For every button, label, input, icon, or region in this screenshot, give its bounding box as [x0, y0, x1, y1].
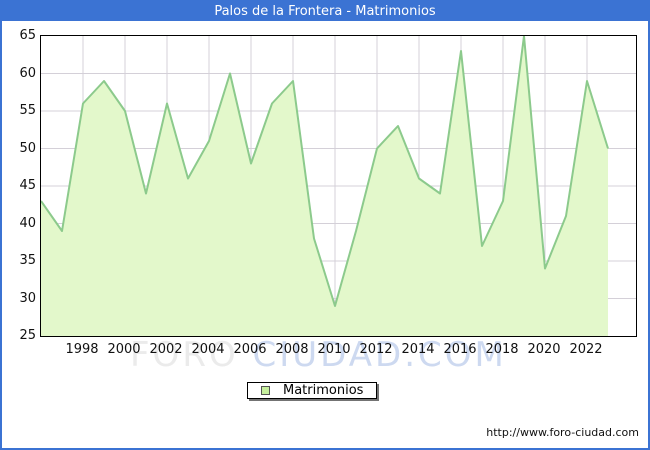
area-fill	[41, 36, 608, 336]
legend-swatch-icon	[261, 386, 270, 395]
x-axis-label: 2008	[275, 342, 309, 357]
y-axis-label: 60	[19, 65, 36, 81]
y-axis-label: 25	[19, 328, 36, 343]
x-axis-label: 2000	[107, 342, 141, 357]
x-axis-label: 2010	[317, 342, 351, 357]
watermark: FORO CIUDAD.COM	[130, 335, 507, 375]
x-axis-label: 2022	[569, 342, 603, 357]
y-axis-label: 40	[19, 215, 36, 231]
y-axis-label: 65	[19, 28, 36, 43]
x-axis-label: 2012	[359, 342, 393, 357]
plot-area	[40, 35, 637, 337]
y-axis-label: 35	[19, 253, 36, 268]
x-axis-label: 1998	[65, 342, 99, 357]
legend: Matrimonios	[247, 382, 377, 399]
y-axis-label: 45	[19, 178, 36, 193]
area-line	[41, 36, 609, 307]
y-axis-label: 30	[19, 290, 36, 306]
x-axis-label: 2020	[527, 342, 561, 357]
x-axis-label: 2006	[233, 342, 267, 357]
x-axis-label: 2004	[191, 342, 225, 357]
x-axis-label: 2002	[149, 342, 183, 357]
x-axis-label: 2018	[485, 342, 519, 357]
y-axis-label: 55	[19, 103, 36, 118]
legend-label: Matrimonios	[283, 383, 364, 398]
y-axis-label: 50	[19, 140, 36, 156]
area-chart-svg	[41, 36, 636, 336]
x-axis-label: 2016	[443, 342, 477, 357]
watermark-part1: FORO	[130, 335, 253, 375]
footer-url-link[interactable]: http://www.foro-ciudad.com	[486, 426, 639, 439]
chart-title: Palos de la Frontera - Matrimonios	[2, 2, 648, 21]
watermark-part2: CIUDAD.COM	[252, 335, 507, 375]
x-axis-label: 2014	[401, 342, 435, 357]
